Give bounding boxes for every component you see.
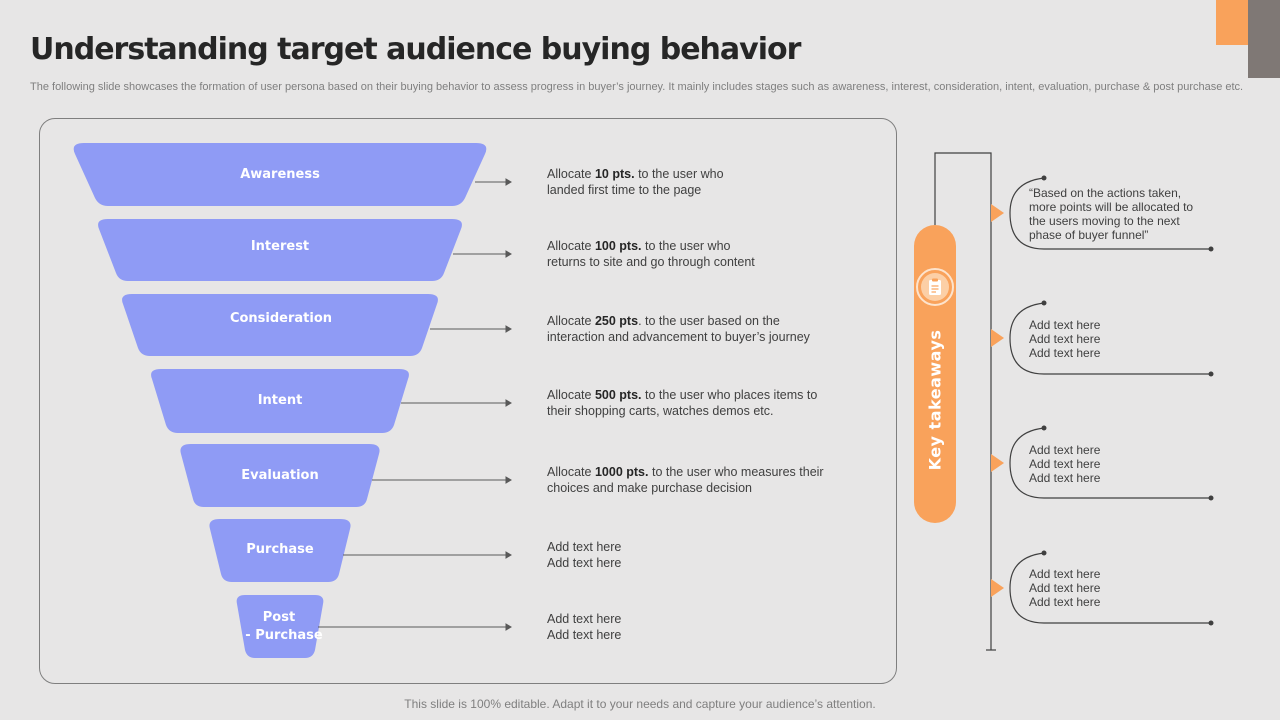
stage-description-consideration: Allocate 250 pts. to the user based on t… [547,314,810,344]
funnel-stage-consideration [122,294,438,356]
corner-accent-gray [1248,0,1280,78]
takeaway-dot [1208,620,1214,626]
takeaway-dot [1208,246,1214,252]
page-subtitle: The following slide showcases the format… [30,81,1244,93]
takeaway-text-1: “Based on the actions taken, more points… [1029,186,1194,242]
stage-description-evaluation: Allocate 1000 pts. to the user who measu… [547,465,824,495]
stage-description-awareness: Allocate 10 pts. to the user who landed … [547,167,724,197]
takeaway-dot [1041,550,1047,556]
takeaway-pointer-icon [991,329,1004,347]
arrow-head-icon [505,399,512,407]
takeaway-dot [1041,425,1047,431]
arrow-head-icon [505,623,512,631]
arrow-head-icon [505,476,512,484]
takeaways-bracket [934,152,992,650]
funnel-stage-purchase [209,519,351,582]
funnel-stage-awareness [73,143,487,206]
funnel-stage-evaluation [180,444,380,507]
takeaway-dot [1208,371,1214,377]
takeaway-text-3: Add text here Add text here Add text her… [1029,443,1101,485]
funnel-stage-post-purchase [236,595,324,658]
page-title: Understanding target audience buying beh… [30,32,801,67]
arrow-head-icon [505,325,512,333]
funnel-stage-intent [151,369,409,433]
stage-description-purchase: Add text here Add text here [547,540,622,570]
key-takeaways-label: Key takeaways [925,329,945,471]
takeaway-pointer-icon [991,204,1004,222]
stage-description-intent: Allocate 500 pts. to the user who places… [547,388,818,418]
takeaway-pointer-icon [991,579,1004,597]
notepad-icon [916,268,954,306]
corner-accent-orange [1216,0,1248,45]
funnel-stage-interest [98,219,462,281]
takeaway-dot [1208,495,1214,501]
takeaway-text-4: Add text here Add text here Add text her… [1029,567,1101,609]
arrow-head-icon [505,551,512,559]
takeaway-curve-2 [1009,302,1211,375]
stage-description-interest: Allocate 100 pts. to the user who return… [547,239,755,269]
takeaway-pointer-icon [991,454,1004,472]
funnel-panel [39,118,897,684]
stage-description-post-purchase: Add text here Add text here [547,612,622,642]
arrow-head-icon [505,250,512,258]
takeaway-text-2: Add text here Add text here Add text her… [1029,318,1101,360]
takeaway-dot [1041,300,1047,306]
takeaway-curve-1 [1009,177,1211,250]
arrow-head-icon [505,178,512,186]
takeaway-dot [1041,175,1047,181]
takeaway-curve-4 [1009,552,1211,624]
footer-note: This slide is 100% editable. Adapt it to… [404,697,876,711]
takeaway-curve-3 [1009,427,1211,499]
